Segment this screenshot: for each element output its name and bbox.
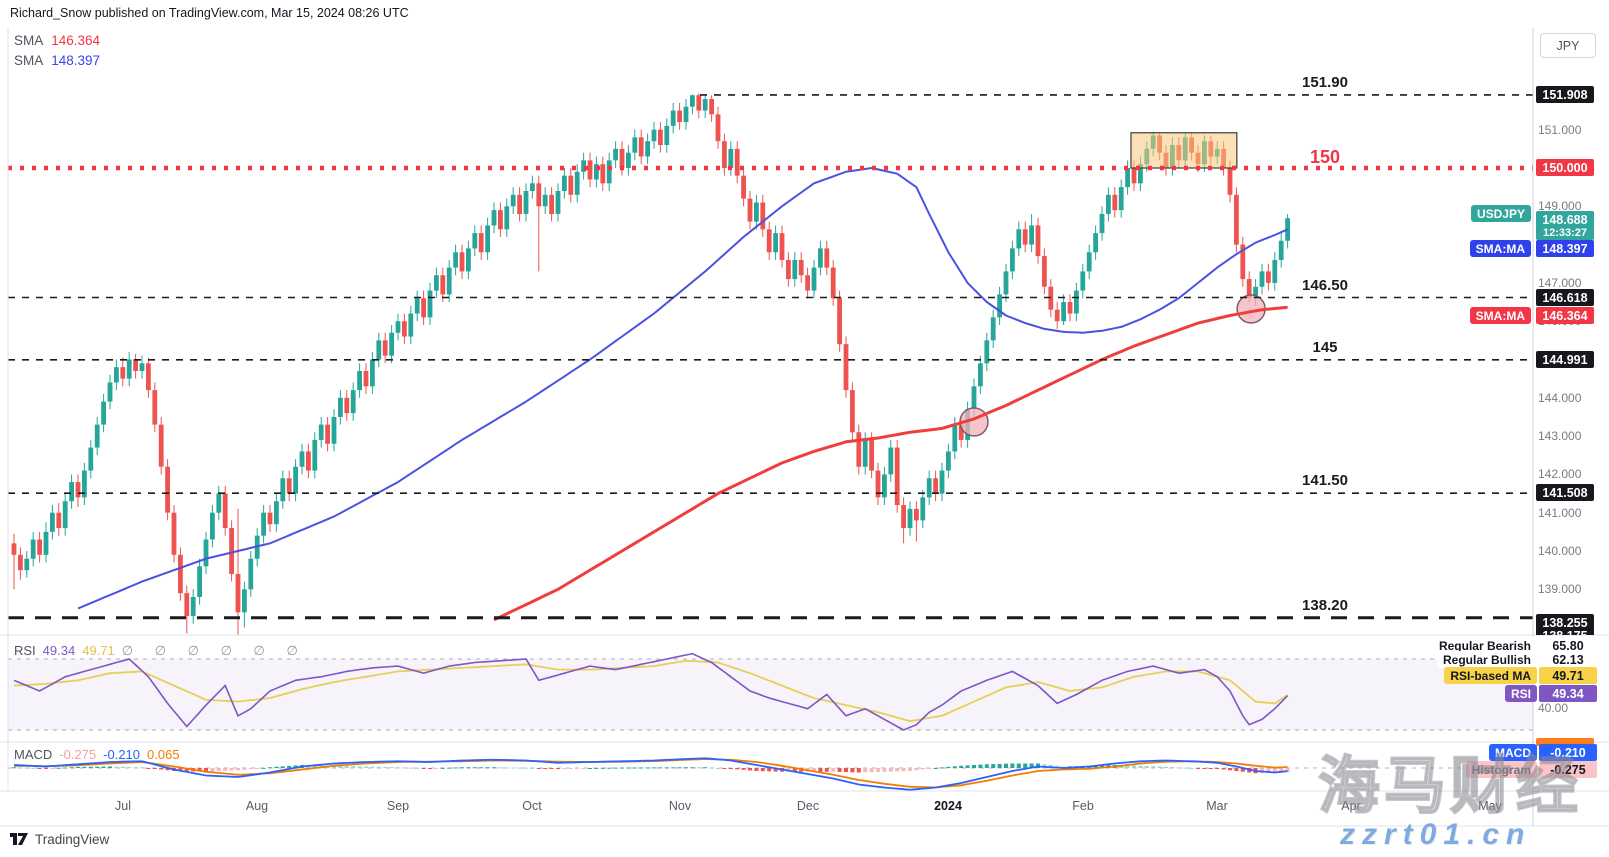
- price-axis-tick: 140.000: [1538, 544, 1582, 558]
- rsi-pane[interactable]: [8, 652, 1533, 731]
- watermark-site-url: zzrt01.cn: [1340, 818, 1532, 851]
- time-axis[interactable]: Jul Aug Sep Oct Nov Dec 2024 Feb Mar Apr May: [0, 791, 1533, 826]
- indicator-axis[interactable]: 40.00: [1533, 635, 1609, 826]
- price-axis-tick: 149.000: [1538, 199, 1582, 213]
- price-axis-badge: 138.255: [1536, 614, 1594, 631]
- macd-signal-axis-badge: [1536, 738, 1594, 746]
- price-pane[interactable]: [11, 93, 1290, 635]
- price-axis-tick: 141.000: [1538, 506, 1582, 520]
- sma-slow-line[interactable]: [493, 305, 1288, 622]
- price-axis-tick: 144.000: [1538, 391, 1582, 405]
- time-axis-label-Feb: Feb: [1072, 799, 1094, 813]
- tradingview-logo-text: TradingView: [35, 831, 110, 847]
- rsi-label: RSI: [14, 643, 36, 658]
- candlestick-series: [11, 93, 1290, 635]
- currency-unit-button[interactable]: JPY: [1540, 33, 1596, 58]
- price-axis-tick: 151.000: [1538, 123, 1582, 137]
- time-axis-label-Aug: Aug: [245, 799, 269, 813]
- price-axis-badge: 146.364: [1536, 307, 1594, 324]
- macd-label: MACD: [14, 747, 53, 762]
- sma-slow-value: 146.364: [51, 33, 101, 48]
- time-axis-label-Nov: Nov: [668, 799, 692, 813]
- sma-fast-label: SMA: [14, 53, 44, 68]
- price-axis-tick: 142.000: [1538, 467, 1582, 481]
- macd-line: [13, 757, 1288, 791]
- published-header: Richard_Snow published on TradingView.co…: [10, 6, 409, 20]
- time-axis-label-Dec: Dec: [796, 799, 820, 813]
- price-axis-badge: 150.000: [1536, 159, 1594, 176]
- time-axis-label-Apr: Apr: [1341, 799, 1361, 813]
- sma-fast-line[interactable]: [77, 167, 1289, 610]
- price-axis-badge: 141.508: [1536, 484, 1594, 501]
- sma-slow-label: SMA: [14, 33, 44, 48]
- rsi-ma-line: [13, 659, 1289, 723]
- sma-slow-legend-row[interactable]: SMA 146.364: [14, 31, 100, 51]
- price-axis-badge: 148.397: [1536, 240, 1594, 257]
- rsi-legend[interactable]: RSI 49.34 49.71 ∅ ∅ ∅ ∅ ∅ ∅: [14, 643, 314, 659]
- price-axis-badge: 148.688 12:33:27: [1536, 211, 1594, 240]
- bar-countdown: 12:33:27: [1542, 226, 1588, 239]
- macd-legend[interactable]: MACD -0.275 -0.210 0.065: [14, 747, 187, 762]
- macd-signal-value: 0.065: [147, 747, 180, 762]
- price-axis-tick: 139.000: [1538, 582, 1582, 596]
- price-axis-tick: 147.000: [1538, 276, 1582, 290]
- time-axis-label-Sep: Sep: [386, 799, 410, 813]
- macd-line-value: -0.210: [103, 747, 141, 762]
- sma-fast-value: 148.397: [51, 53, 101, 68]
- consolidation-box-annotation: [1130, 132, 1238, 169]
- rsi-ma-value: 49.71: [82, 643, 115, 658]
- price-axis-badge: 151.908: [1536, 86, 1594, 103]
- time-axis-label-May: May: [1478, 799, 1502, 813]
- price-axis-badge: 144.991: [1536, 351, 1594, 368]
- watermark-cn-text: 海马财经: [1317, 751, 1583, 822]
- indicator-legend[interactable]: SMA 146.364 SMA 148.397: [14, 31, 100, 71]
- tradingview-logo-icon: [10, 833, 28, 845]
- price-axis[interactable]: 151.000150.000149.000148.000147.000146.0…: [1533, 28, 1609, 635]
- rsi-value: 49.34: [42, 643, 76, 658]
- tradingview-branding[interactable]: TradingView: [10, 831, 109, 847]
- rsi-line: [13, 652, 1289, 731]
- rsi-empty-slots: ∅ ∅ ∅ ∅ ∅ ∅: [121, 643, 307, 658]
- price-axis-tick: 143.000: [1538, 429, 1582, 443]
- time-axis-label-2024: 2024: [934, 799, 962, 813]
- sma-fast-legend-row[interactable]: SMA 148.397: [14, 51, 100, 71]
- macd-signal-line: [14, 758, 1288, 789]
- time-axis-label-Jul: Jul: [115, 799, 131, 813]
- macd-hist-value: -0.275: [59, 747, 97, 762]
- price-axis-badge: 138.175: [1536, 627, 1594, 635]
- macd-pane[interactable]: [8, 757, 1533, 791]
- time-axis-label-Mar: Mar: [1206, 799, 1228, 813]
- price-axis-badge: 146.618: [1536, 289, 1594, 306]
- price-axis-tick: 40.00: [1538, 701, 1569, 715]
- time-axis-label-Oct: Oct: [522, 799, 542, 813]
